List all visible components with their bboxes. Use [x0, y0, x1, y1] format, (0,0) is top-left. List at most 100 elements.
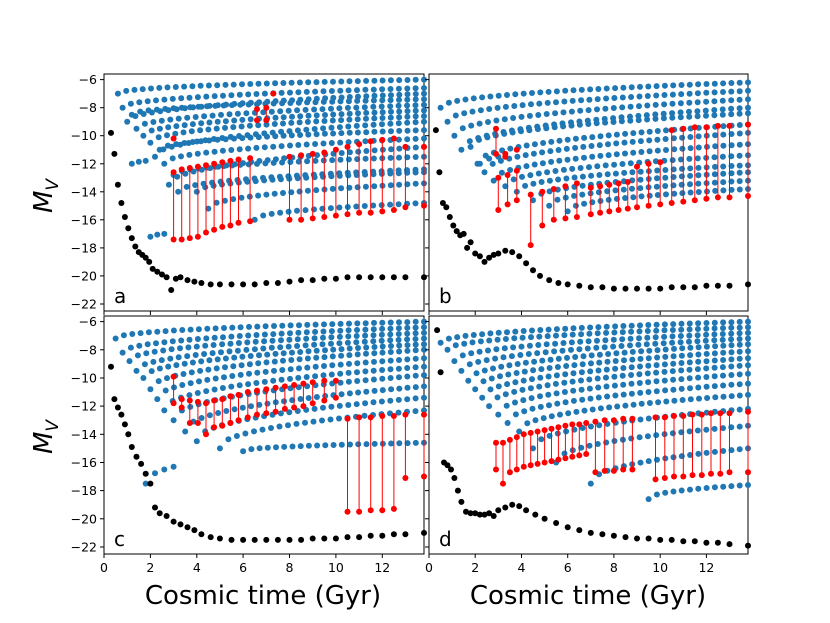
pair-point-faint — [504, 172, 511, 178]
highlight-point — [170, 135, 177, 142]
satellite-point — [587, 395, 594, 402]
satellite-point — [587, 324, 594, 331]
pair-point-bright — [745, 193, 751, 199]
satellite-point — [302, 342, 309, 349]
satellite-point — [745, 87, 751, 94]
satellite-point — [248, 446, 255, 453]
satellite-point — [720, 349, 727, 356]
satellite-point — [469, 339, 476, 346]
satellite-point — [711, 357, 718, 364]
satellite-point — [528, 334, 534, 341]
satellite-point — [702, 337, 709, 344]
satellite-point — [745, 341, 751, 348]
satellite-point — [230, 124, 237, 131]
host-point — [553, 520, 560, 526]
satellite-point — [526, 127, 533, 134]
satellite-point — [320, 125, 327, 132]
satellite-point — [227, 340, 234, 347]
host-point — [657, 536, 664, 543]
satellite-point — [736, 392, 743, 399]
host-point — [128, 235, 135, 242]
satellite-point — [213, 199, 220, 206]
satellite-point — [229, 373, 236, 379]
satellite-point — [387, 201, 394, 208]
satellite-point — [564, 156, 571, 163]
satellite-point — [387, 120, 394, 127]
pair-point-faint — [367, 138, 374, 145]
satellite-point — [140, 132, 147, 139]
satellite-point — [251, 346, 258, 353]
satellite-point — [638, 193, 645, 200]
satellite-point — [244, 178, 251, 185]
satellite-point — [148, 85, 154, 92]
satellite-point — [604, 393, 611, 400]
satellite-point — [197, 82, 204, 89]
satellite-point — [687, 452, 694, 458]
satellite-point — [346, 320, 352, 327]
satellite-point — [711, 112, 718, 119]
satellite-point — [644, 102, 651, 109]
satellite-point — [226, 348, 233, 355]
host-point — [128, 444, 135, 450]
satellite-point — [695, 344, 702, 351]
satellite-point — [336, 105, 343, 112]
satellite-point — [513, 370, 520, 376]
satellite-point — [620, 381, 627, 388]
satellite-point — [239, 116, 246, 123]
satellite-point — [379, 387, 386, 394]
host-point — [490, 513, 497, 519]
host-point — [546, 277, 553, 284]
satellite-point — [387, 319, 394, 326]
satellite-point — [686, 81, 693, 88]
satellite-point — [678, 91, 685, 98]
satellite-point — [508, 353, 515, 360]
host-point — [156, 510, 163, 517]
host-point — [191, 527, 198, 534]
satellite-point — [228, 147, 235, 153]
satellite-point — [587, 423, 594, 430]
satellite-point — [379, 358, 386, 365]
host-point — [118, 411, 125, 418]
satellite-point — [646, 137, 653, 144]
satellite-point — [527, 172, 534, 179]
satellite-point — [585, 338, 592, 345]
satellite-point — [637, 138, 644, 145]
satellite-point — [490, 177, 497, 184]
satellite-point — [203, 93, 210, 100]
satellite-point — [222, 124, 228, 131]
satellite-point — [652, 115, 659, 122]
satellite-point — [621, 169, 628, 176]
satellite-point — [661, 82, 668, 89]
pair-point-faint — [661, 414, 668, 421]
satellite-point — [458, 146, 465, 153]
panel-label: d — [439, 527, 452, 551]
satellite-point — [177, 345, 183, 352]
satellite-point — [577, 165, 584, 171]
pair-point-faint — [629, 415, 636, 422]
satellite-point — [336, 333, 343, 340]
satellite-point — [160, 347, 167, 354]
satellite-point — [313, 79, 320, 86]
satellite-point — [313, 187, 320, 194]
satellite-point — [545, 373, 552, 380]
satellite-point — [593, 120, 600, 127]
satellite-point — [245, 101, 252, 108]
host-point — [668, 284, 675, 291]
pair-point-bright — [657, 201, 664, 208]
host-point — [680, 284, 687, 291]
satellite-point — [313, 118, 320, 125]
host-point — [138, 460, 145, 467]
satellite-point — [143, 350, 150, 357]
satellite-point — [336, 415, 342, 422]
satellite-point — [313, 131, 320, 138]
satellite-point — [281, 398, 287, 405]
satellite-point — [678, 453, 685, 460]
satellite-point — [526, 112, 533, 119]
satellite-point — [454, 97, 461, 104]
satellite-point — [328, 173, 335, 180]
satellite-point — [396, 440, 403, 447]
satellite-point — [637, 459, 644, 466]
satellite-point — [304, 321, 311, 328]
pair-point-bright — [291, 404, 298, 411]
satellite-point — [553, 390, 560, 397]
